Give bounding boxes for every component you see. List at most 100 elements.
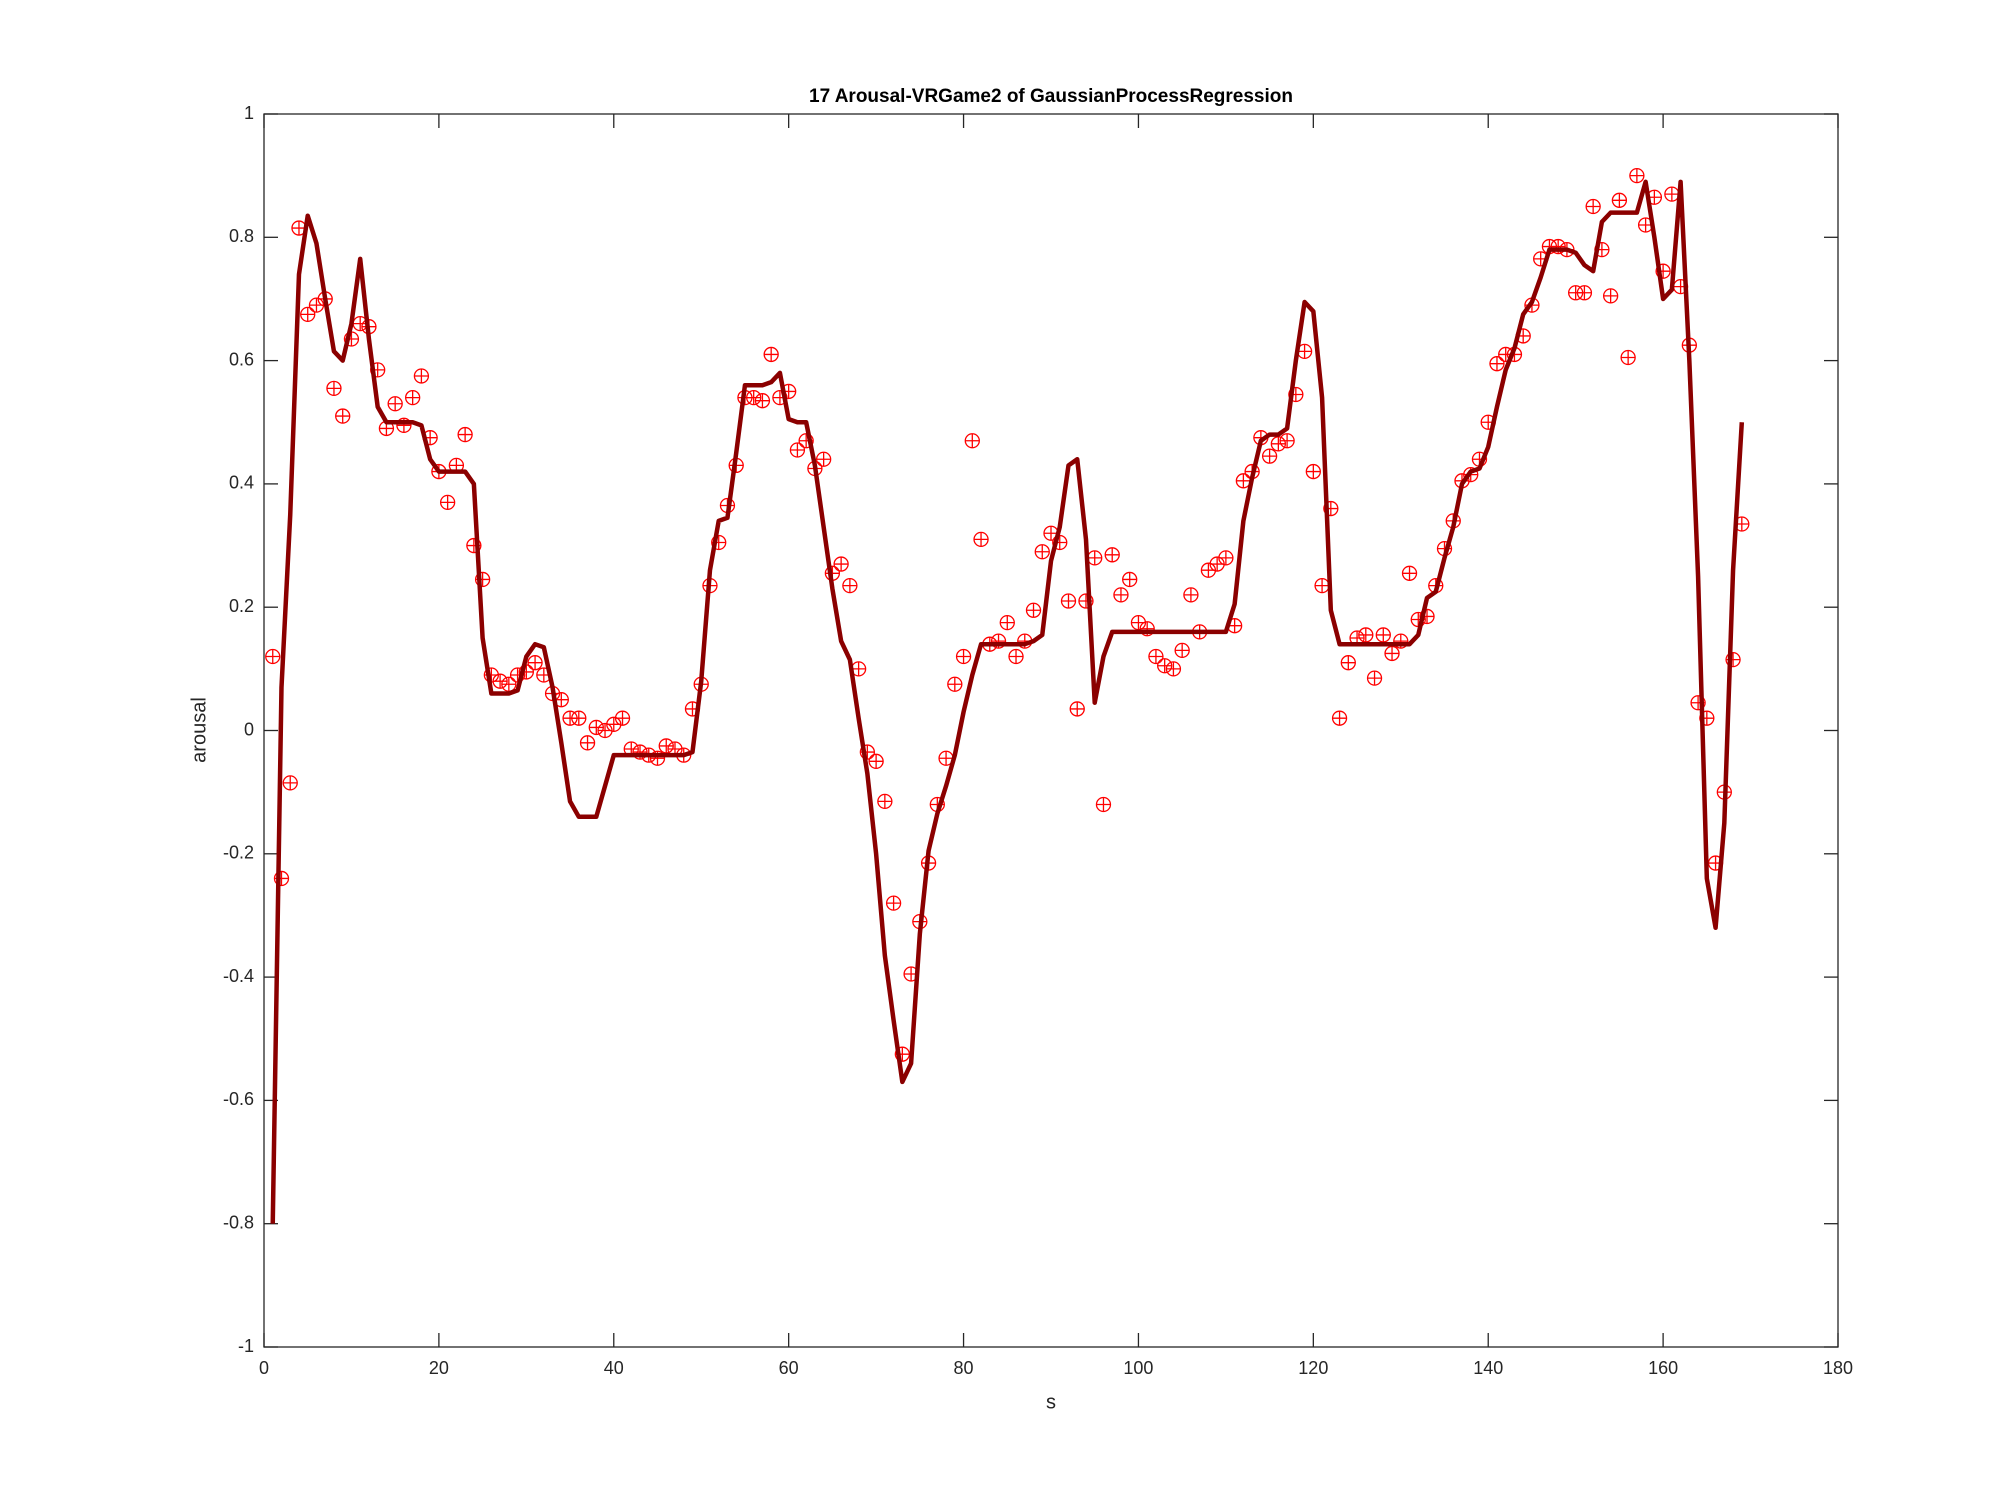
data-point <box>842 577 858 594</box>
marker-plus <box>764 347 779 362</box>
data-point <box>387 396 403 412</box>
marker-plus <box>1148 649 1163 664</box>
x-tick-label: 20 <box>429 1358 449 1378</box>
y-tick-label: 1 <box>244 103 254 123</box>
data-point <box>1419 608 1435 625</box>
data-point <box>1489 356 1505 372</box>
marker-plus <box>1218 550 1233 565</box>
marker-plus <box>1096 797 1111 812</box>
data-point <box>1034 544 1050 560</box>
x-tick-label: 140 <box>1473 1358 1503 1378</box>
x-tick-label: 80 <box>954 1358 974 1378</box>
marker-plus <box>1306 464 1321 479</box>
marker-plus <box>1166 661 1181 676</box>
data-point <box>1664 186 1680 202</box>
marker-plus <box>335 409 350 424</box>
marker-plus <box>1376 627 1391 642</box>
data-point <box>1358 627 1374 643</box>
data-point <box>335 408 351 424</box>
data-point <box>1165 661 1182 677</box>
marker-plus <box>1087 550 1102 565</box>
y-tick-label: -0.8 <box>223 1212 254 1232</box>
marker-plus <box>1236 473 1251 488</box>
data-point <box>571 710 587 726</box>
marker-plus <box>1035 544 1050 559</box>
marker-plus <box>869 754 884 769</box>
axes-box <box>263 113 1839 1348</box>
marker-plus <box>877 794 892 809</box>
data-point <box>527 655 543 671</box>
marker-plus <box>283 775 298 790</box>
marker-plus <box>886 896 901 911</box>
marker-plus <box>842 578 857 593</box>
marker-plus <box>1297 344 1312 359</box>
marker-plus <box>1489 356 1504 371</box>
data-point <box>1095 796 1112 813</box>
marker-plus <box>1009 649 1024 664</box>
data-point <box>501 676 517 692</box>
marker-plus <box>1603 288 1618 303</box>
marker-plus <box>746 390 761 405</box>
data-point <box>614 710 631 726</box>
data-point <box>300 306 316 323</box>
data-point <box>815 451 832 467</box>
marker-plus <box>405 390 420 405</box>
marker-plus <box>1000 615 1015 630</box>
marker-plus <box>1358 627 1373 642</box>
x-tick-label: 0 <box>259 1358 269 1378</box>
data-point <box>973 531 989 548</box>
marker-plus <box>1402 566 1417 581</box>
marker-plus <box>965 433 980 448</box>
x-tick-label: 160 <box>1648 1358 1678 1378</box>
y-tick-label: -1 <box>238 1336 254 1356</box>
data-point <box>457 426 473 443</box>
y-tick-label: 0.8 <box>229 226 254 246</box>
marker-plus <box>571 711 586 726</box>
data-point <box>1008 648 1024 665</box>
data-point <box>1025 602 1042 618</box>
data-point <box>1122 571 1138 588</box>
marker-plus <box>834 557 849 572</box>
data-point <box>1340 655 1356 671</box>
marker-plus <box>300 307 315 322</box>
marker-plus <box>974 532 989 547</box>
marker-plus <box>501 677 516 692</box>
marker-plus <box>1044 526 1058 541</box>
marker-plus <box>956 649 971 664</box>
data-point <box>326 380 342 396</box>
marker-plus <box>1621 350 1636 365</box>
marker-plus <box>939 751 954 766</box>
data-point <box>1261 448 1278 464</box>
data-point <box>1585 198 1601 215</box>
marker-plus <box>1262 449 1277 464</box>
marker-plus <box>615 711 630 726</box>
data-point <box>947 676 963 692</box>
marker-plus <box>528 655 543 670</box>
data-point <box>868 753 884 769</box>
data-point <box>1270 436 1287 452</box>
x-axis-label: s <box>1046 1391 1056 1413</box>
data-point <box>1305 463 1321 480</box>
marker-plus <box>1367 671 1382 686</box>
marker-plus <box>1026 603 1041 618</box>
data-point <box>964 433 980 449</box>
data-point <box>763 346 779 363</box>
marker-plus <box>388 396 403 411</box>
data-point <box>1690 695 1706 711</box>
y-tick-label: 0.6 <box>229 349 254 369</box>
marker-plus <box>440 495 455 510</box>
data-point <box>405 389 421 406</box>
data-point <box>265 648 281 665</box>
marker-plus <box>493 674 508 689</box>
marker-plus <box>790 442 805 457</box>
data-point <box>1620 349 1636 366</box>
marker-plus <box>1664 187 1679 202</box>
y-tick-label: -0.2 <box>223 843 254 863</box>
marker-plus <box>1315 578 1330 593</box>
x-tick-label: 60 <box>779 1358 799 1378</box>
data-point <box>1366 670 1383 686</box>
marker-plus <box>1175 643 1190 658</box>
data-point <box>1576 285 1593 301</box>
data-point <box>1104 547 1120 563</box>
